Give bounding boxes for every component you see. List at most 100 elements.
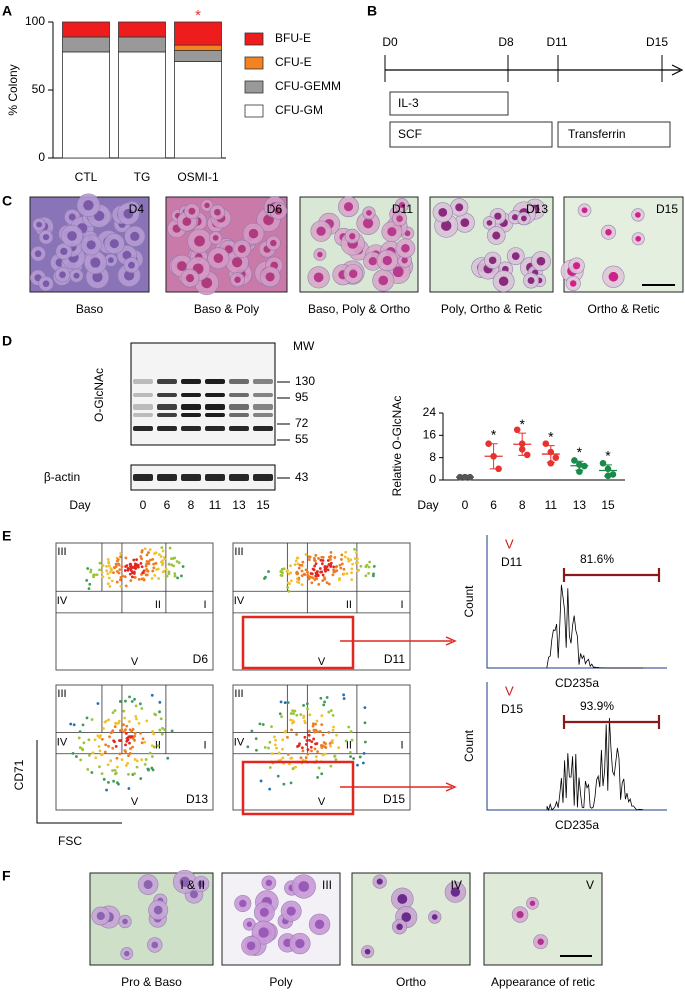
- gate-label: I: [400, 599, 403, 611]
- event: [281, 747, 284, 751]
- nucleus: [396, 215, 403, 222]
- event: [309, 745, 313, 749]
- event: [158, 700, 162, 704]
- y-tick-label: 8: [429, 450, 436, 464]
- event: [152, 566, 156, 570]
- event: [306, 752, 310, 756]
- nucleus: [231, 257, 243, 268]
- event: [289, 781, 293, 785]
- hist-axes: [486, 682, 667, 811]
- event: [350, 738, 354, 742]
- event: [117, 782, 120, 786]
- event: [88, 582, 92, 586]
- event: [303, 735, 307, 739]
- nucleus: [537, 938, 544, 945]
- nucleus: [392, 266, 404, 278]
- event: [90, 771, 94, 774]
- nucleus: [494, 212, 502, 220]
- event: [135, 717, 138, 721]
- micrograph-caption: Appearance of retic: [491, 975, 595, 989]
- dot-plot-frame: [55, 684, 214, 811]
- bar-segment: [174, 50, 222, 62]
- lane-label: 15: [256, 498, 270, 512]
- event: [280, 715, 284, 719]
- lane-label: 13: [232, 498, 246, 512]
- event: [282, 782, 286, 786]
- event: [298, 563, 302, 567]
- event: [105, 564, 108, 568]
- event: [329, 744, 332, 748]
- nucleus: [212, 235, 219, 241]
- event: [316, 570, 319, 573]
- event: [342, 572, 346, 576]
- event: [325, 565, 329, 569]
- nucleus: [521, 215, 527, 222]
- event: [283, 730, 287, 734]
- nucleus: [246, 941, 256, 951]
- band: [253, 413, 273, 417]
- event: [314, 755, 318, 759]
- event: [143, 547, 147, 551]
- event: [303, 719, 307, 723]
- event: [352, 757, 355, 760]
- gate: [233, 543, 410, 614]
- nucleus: [450, 887, 461, 897]
- event: [306, 707, 309, 711]
- band: [229, 379, 249, 384]
- event: [163, 728, 166, 732]
- event: [154, 551, 158, 555]
- band: [133, 426, 153, 431]
- event: [283, 701, 287, 705]
- event: [294, 559, 298, 563]
- event: [323, 565, 327, 568]
- event: [98, 736, 101, 739]
- annotation: *: [491, 426, 497, 442]
- event: [323, 745, 327, 749]
- event: [108, 585, 112, 588]
- nucleus: [286, 906, 296, 916]
- event: [130, 735, 134, 738]
- event: [113, 709, 117, 712]
- event: [166, 756, 170, 760]
- event: [119, 575, 123, 579]
- event: [94, 756, 98, 760]
- arrow-head: [445, 636, 457, 646]
- event: [149, 558, 152, 562]
- event: [148, 751, 152, 755]
- event: [140, 557, 144, 561]
- event: [289, 756, 293, 760]
- event: [141, 737, 145, 741]
- x-axis-label: Day: [417, 498, 438, 512]
- event: [135, 558, 138, 562]
- event: [313, 730, 317, 734]
- event: [286, 586, 290, 589]
- event: [112, 739, 116, 743]
- event: [77, 736, 81, 740]
- event: [124, 699, 127, 703]
- gate-label: V: [505, 536, 514, 551]
- nucleus: [382, 255, 392, 266]
- event: [114, 744, 118, 748]
- event: [145, 553, 149, 557]
- nucleus: [194, 235, 205, 247]
- event: [133, 758, 137, 761]
- event: [89, 570, 93, 574]
- nucleus: [128, 261, 135, 269]
- event: [329, 709, 333, 712]
- event: [157, 553, 161, 556]
- event: [161, 562, 165, 565]
- event: [143, 740, 147, 744]
- nucleus: [108, 257, 114, 263]
- event: [128, 572, 132, 576]
- event: [351, 562, 354, 566]
- nucleus: [529, 900, 536, 907]
- gate-label: V: [131, 796, 139, 808]
- event: [298, 742, 301, 746]
- event: [153, 573, 157, 577]
- event: [279, 700, 283, 704]
- event: [78, 746, 82, 750]
- event: [322, 703, 326, 707]
- event: [315, 742, 319, 745]
- legend-swatch: [244, 80, 264, 94]
- band: [157, 393, 177, 397]
